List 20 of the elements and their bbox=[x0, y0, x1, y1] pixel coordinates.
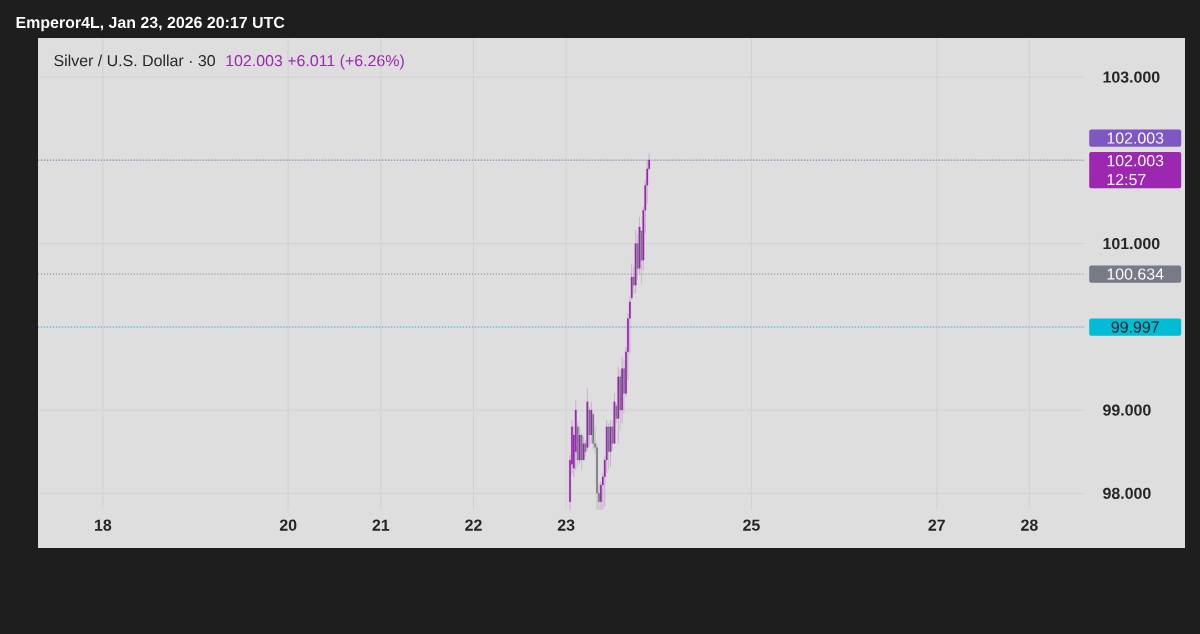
ref-line-label: 99.997 bbox=[1111, 321, 1159, 333]
x-tick-label: 27 bbox=[928, 519, 945, 531]
x-tick-label: 21 bbox=[372, 519, 390, 531]
x-tick-label: 23 bbox=[557, 519, 575, 531]
text: 102.003 +6.011 (+6.26%) bbox=[226, 54, 404, 70]
text: Emperor4L, Jan 23, 2026 20:17 UTC bbox=[16, 16, 285, 32]
y-tick-label: 98.000 bbox=[1103, 487, 1151, 499]
x-tick-label: 22 bbox=[465, 519, 482, 531]
x-tick-label: 25 bbox=[743, 519, 760, 531]
ref-line-label: 100.634 bbox=[1107, 268, 1164, 280]
y-tick-label: 99.000 bbox=[1103, 404, 1151, 416]
y-tick-label: 103.000 bbox=[1103, 71, 1160, 83]
y-tick-label: 101.000 bbox=[1103, 237, 1160, 250]
x-tick-label: 18 bbox=[95, 519, 112, 531]
text: Silver / U.S. Dollar · 30 bbox=[54, 54, 215, 67]
x-tick-label: 20 bbox=[279, 519, 297, 531]
ref-line-label: 102.003 bbox=[1107, 132, 1164, 144]
x-tick-label: 28 bbox=[1021, 519, 1038, 531]
text: 12:57 bbox=[1107, 173, 1146, 186]
text: 102.003 bbox=[1107, 155, 1164, 167]
